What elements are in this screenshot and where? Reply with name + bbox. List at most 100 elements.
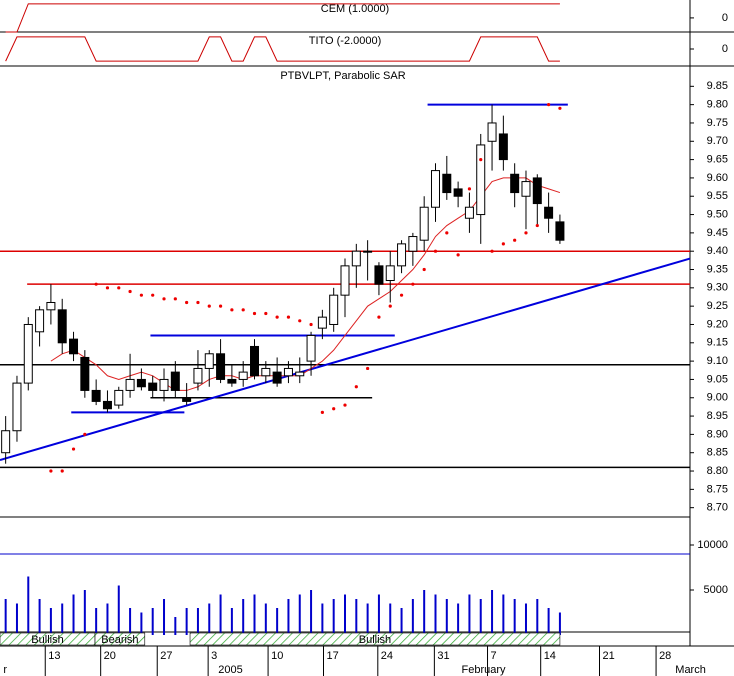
- x-month-label: March: [675, 664, 706, 676]
- candle-body: [102, 400, 112, 410]
- candle-body: [544, 206, 554, 219]
- y-tick-label: 0: [722, 12, 728, 24]
- sar-dot: [117, 286, 121, 290]
- candle-body: [125, 378, 135, 391]
- y-tick-label: 9.35: [707, 263, 728, 275]
- sar-dot: [558, 106, 562, 110]
- candle-body: [306, 334, 316, 362]
- sar-dot: [207, 304, 211, 308]
- candle-body: [430, 170, 440, 208]
- x-tick-label: 10: [271, 650, 283, 662]
- candle-body: [397, 243, 407, 267]
- candle-body: [216, 353, 226, 380]
- candle-body: [114, 389, 124, 406]
- x-tick-label: 27: [160, 650, 172, 662]
- y-tick-label: 8.75: [707, 483, 728, 495]
- candle-body: [340, 265, 350, 296]
- candle-body: [148, 382, 158, 391]
- x-tick-label: 31: [437, 650, 449, 662]
- sar-dot: [456, 253, 460, 257]
- candle-body: [193, 367, 203, 384]
- x-month-label: r: [3, 664, 7, 676]
- sar-dot: [388, 304, 392, 308]
- candle-body: [521, 181, 531, 197]
- sar-dot: [241, 308, 245, 312]
- sar-dot: [252, 311, 257, 316]
- candle-body: [159, 378, 169, 391]
- sar-dot: [264, 311, 268, 316]
- y-tick-label: 9.80: [707, 99, 728, 111]
- sar-dot: [433, 249, 438, 253]
- x-month-label: 2005: [218, 664, 242, 676]
- x-tick-label: 20: [104, 650, 116, 662]
- candle-body: [46, 301, 56, 311]
- candle-body: [80, 356, 90, 391]
- candle-body: [442, 173, 452, 194]
- x-month-label: February: [462, 664, 507, 676]
- candle-body: [317, 316, 327, 329]
- y-tick-label: 0: [722, 43, 728, 55]
- candle-body: [272, 371, 282, 384]
- y-tick-label: 9.30: [707, 282, 728, 294]
- candle-body: [351, 250, 361, 267]
- candle-body: [408, 236, 418, 252]
- sar-dot: [490, 249, 494, 253]
- sar-dot: [128, 289, 132, 294]
- candle-body: [136, 378, 146, 388]
- sar-dot: [196, 300, 200, 305]
- x-tick-label: 3: [211, 650, 217, 662]
- sar-dot: [411, 282, 415, 286]
- sar-dot: [173, 297, 177, 301]
- x-tick-label: 17: [327, 650, 339, 662]
- candle-body: [250, 345, 260, 377]
- sar-dot: [83, 432, 87, 436]
- sar-dot: [298, 319, 302, 323]
- sar-dot: [71, 447, 76, 451]
- indicator-line: [5, 36, 560, 62]
- candle-body: [498, 133, 508, 161]
- sar-dot: [320, 410, 324, 415]
- y-tick-label: 8.70: [707, 502, 728, 514]
- sar-dot: [94, 282, 98, 286]
- y-tick-label: 9.65: [707, 154, 728, 166]
- y-tick-label: 8.85: [707, 447, 728, 459]
- sar-dot: [162, 297, 166, 301]
- sar-dot: [422, 267, 426, 272]
- regime-band: [189, 632, 561, 646]
- candle-body: [227, 378, 237, 384]
- sar-dot: [60, 469, 64, 473]
- frame: [0, 0, 734, 647]
- candle-body: [12, 382, 22, 432]
- x-tick-label: 28: [659, 650, 671, 662]
- candle-body: [238, 371, 248, 380]
- sar-dot: [501, 242, 505, 246]
- regime-band: [94, 632, 146, 646]
- sar-dot: [343, 403, 347, 407]
- sar-dot: [105, 286, 110, 290]
- sar-dot: [332, 407, 336, 411]
- sar-dot: [467, 187, 472, 191]
- y-tick-label: 9.15: [707, 337, 728, 349]
- sar-dot: [309, 322, 313, 327]
- sar-dot: [399, 293, 404, 297]
- y-tick-label: 9.00: [707, 392, 728, 404]
- y-tick-label: 8.95: [707, 410, 728, 422]
- candle-body: [487, 122, 497, 142]
- y-tick-label: 9.05: [707, 373, 728, 385]
- candle-body: [295, 371, 305, 377]
- regime-label: Bullish: [359, 634, 391, 646]
- y-tick-label: 8.80: [707, 465, 728, 477]
- chart-title: PTBVLPT, Parabolic SAR: [280, 70, 405, 82]
- sar-dot: [230, 308, 234, 312]
- sar-dot: [354, 385, 358, 389]
- candle-body: [283, 367, 293, 377]
- candle-body: [385, 265, 395, 282]
- candle-body: [374, 265, 384, 285]
- candle-body: [69, 338, 79, 355]
- sar-dot: [151, 293, 155, 297]
- y-tick-label: 9.10: [707, 355, 728, 367]
- candle-body: [57, 309, 67, 344]
- sar-dot: [366, 366, 370, 371]
- sar-dot: [445, 231, 449, 235]
